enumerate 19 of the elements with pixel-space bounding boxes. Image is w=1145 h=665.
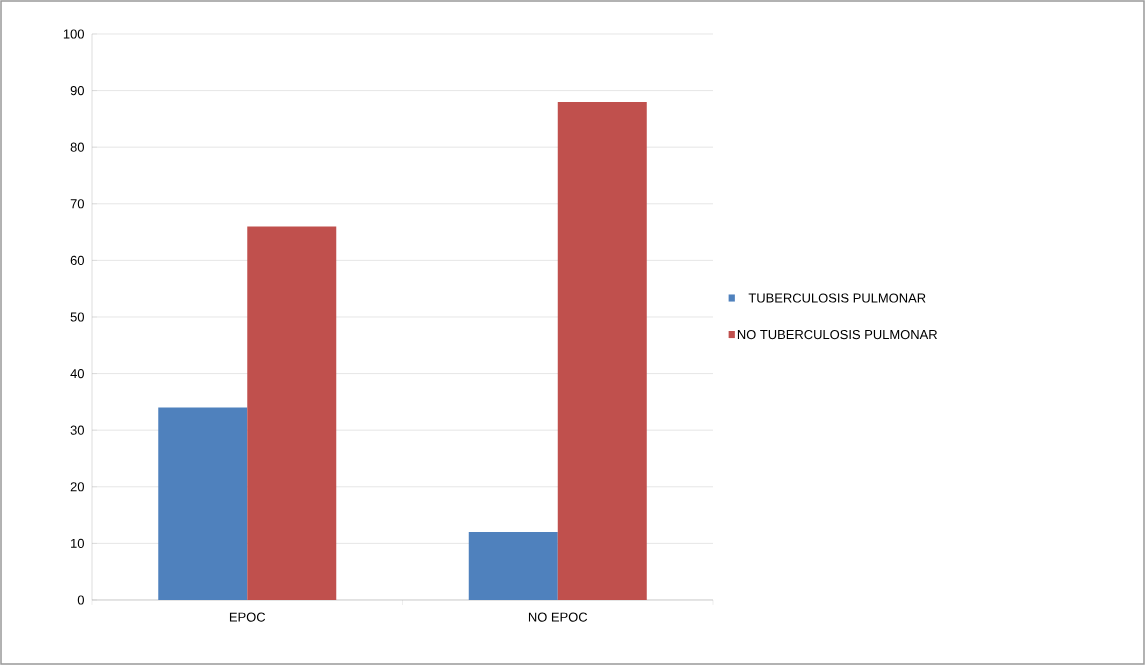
- y-tick-label: 80: [70, 142, 84, 152]
- y-tick-label: 10: [71, 538, 84, 548]
- legend-label: NO TUBERCULOSIS PULMONAR: [737, 329, 938, 340]
- y-tick-label: 70: [70, 199, 84, 209]
- y-tick-label: 90: [70, 86, 84, 96]
- y-tick-label: 0: [77, 595, 84, 605]
- y-tick-label: 50: [70, 312, 84, 322]
- y-tick-label: 60: [70, 255, 84, 265]
- y-tick-label: 100: [63, 29, 84, 39]
- bar: [247, 226, 337, 600]
- legend-label: TUBERCULOSIS PULMONAR: [748, 293, 926, 303]
- y-tick-label: 30: [70, 425, 84, 435]
- bar: [557, 101, 647, 600]
- y-tick-label: 40: [70, 369, 84, 379]
- bar: [468, 532, 558, 600]
- x-tick-label: NO EPOC: [528, 612, 588, 622]
- bar: [158, 407, 248, 600]
- x-tick-label: EPOC: [229, 612, 266, 622]
- y-tick-label: 20: [70, 482, 84, 492]
